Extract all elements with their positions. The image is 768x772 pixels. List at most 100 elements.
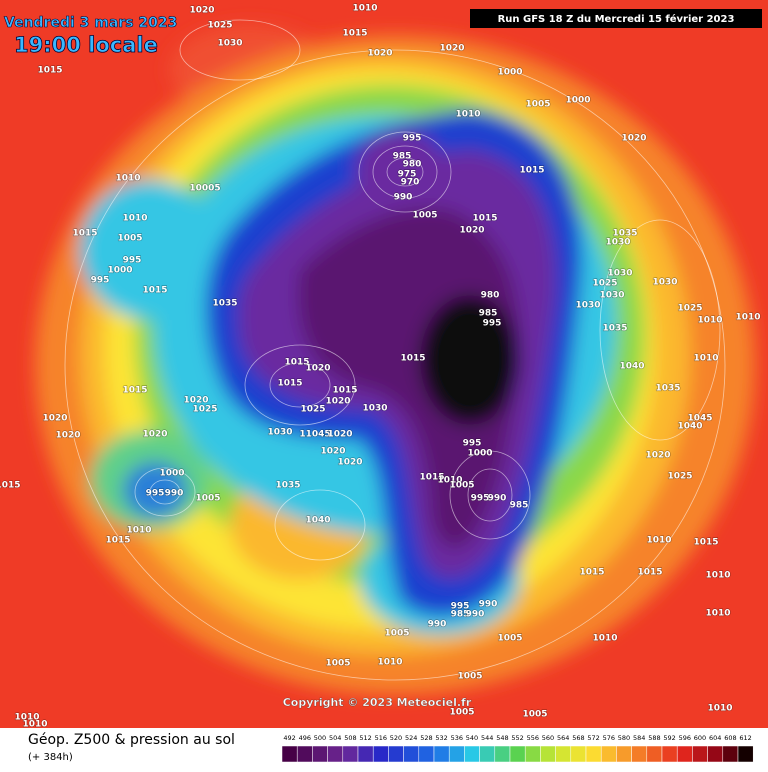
pressure-label: 1015	[400, 354, 425, 364]
pressure-label: 1010	[115, 174, 140, 184]
pressure-label: 1020	[189, 6, 214, 16]
colorbar-cell	[464, 745, 480, 763]
pressure-label: 1015	[637, 568, 662, 578]
pressure-label: 1035	[602, 324, 627, 334]
colorbar-cell	[479, 745, 496, 763]
pressure-label: 995	[123, 256, 142, 266]
pressure-label: 1010	[697, 316, 722, 326]
pressure-label: 1030	[575, 301, 600, 311]
valid-time: 19:00 locale	[14, 33, 158, 57]
pressure-label: 1010	[735, 313, 760, 323]
pressure-label: 1000	[107, 266, 132, 276]
pressure-label: 980	[403, 160, 422, 170]
colorbar-label: 572	[587, 734, 599, 742]
colorbar-label: 544	[481, 734, 493, 742]
colorbar-label: 588	[648, 734, 660, 742]
pressure-label: 1010	[455, 110, 480, 120]
pressure-label: 1010	[707, 704, 732, 714]
pressure-label: 990	[165, 489, 184, 499]
colorbar-cell	[722, 745, 739, 763]
colorbar-cell	[540, 745, 556, 763]
pressure-label: 990	[466, 610, 485, 620]
pressure-label: 995	[91, 276, 110, 286]
pressure-label: 1025	[592, 279, 617, 289]
colorbar-label: 496	[299, 734, 311, 742]
colorbar-label: 552	[511, 734, 523, 742]
colorbar-label: 596	[679, 734, 691, 742]
pressure-label: 1045	[687, 414, 712, 424]
pressure-label: 995	[471, 494, 490, 504]
pressure-label: 1010	[646, 536, 671, 546]
pressure-label: 995	[483, 319, 502, 329]
pressure-label: 1010	[705, 609, 730, 619]
pressure-label: 1020	[55, 431, 80, 441]
pressure-label: 1005	[525, 100, 550, 110]
pressure-label: 1030	[652, 278, 677, 288]
pressure-label: 1030	[362, 404, 387, 414]
pressure-label: 1015	[579, 568, 604, 578]
pressure-label: 1020	[459, 226, 484, 236]
pressure-label: 1015	[37, 66, 62, 76]
pressure-label: 1020	[142, 430, 167, 440]
pressure-label: 1025	[207, 21, 232, 31]
colorbar-label: 576	[603, 734, 615, 742]
pressure-label: 1025	[667, 472, 692, 482]
pressure-label: 1010	[437, 476, 462, 486]
pressure-label: 1035	[655, 384, 680, 394]
colorbar-cell	[661, 745, 678, 763]
pressure-label: 1030	[605, 238, 630, 248]
colorbar-cell	[494, 745, 511, 763]
colorbar-cell	[372, 745, 389, 763]
pressure-label: 1005	[457, 672, 482, 682]
pressure-label: 1010	[693, 354, 718, 364]
colorbar-label: 600	[694, 734, 706, 742]
colorbar-cell	[616, 745, 632, 763]
colorbar-label: 592	[663, 734, 675, 742]
pressure-label: 10005	[189, 184, 220, 194]
pressure-label: 1020	[327, 430, 352, 440]
pressure-label: 1005	[325, 659, 350, 669]
pressure-label: 1015	[0, 481, 21, 491]
colorbar-label: 564	[557, 734, 569, 742]
colorbar-cell	[676, 745, 693, 763]
colorbar-cell	[281, 745, 298, 763]
pressure-label: 1020	[439, 44, 464, 54]
colorbar-label: 508	[344, 734, 356, 742]
pressure-label: 995	[463, 439, 482, 449]
pressure-label: 1030	[217, 39, 242, 49]
pressure-label: 1000	[565, 96, 590, 106]
pressure-label: 1010	[126, 526, 151, 536]
colorbar-label: 492	[283, 734, 295, 742]
colorbar-label: 580	[618, 734, 630, 742]
colorbar-cell	[524, 745, 541, 763]
pressure-label: 990	[479, 600, 498, 610]
pressure-label: 1020	[305, 364, 330, 374]
pressure-label: 1015	[277, 379, 302, 389]
pressure-label: 1030	[267, 428, 292, 438]
pressure-label: 1035	[275, 481, 300, 491]
copyright: Copyright © 2023 Meteociel.fr	[283, 696, 472, 709]
lead-time: (+ 384h)	[28, 752, 73, 763]
pressure-label: 990	[488, 494, 507, 504]
colorbar-label: 556	[527, 734, 539, 742]
colorbar-label: 504	[329, 734, 341, 742]
colorbar-label: 548	[496, 734, 508, 742]
pressure-label: 1005	[117, 234, 142, 244]
colorbar-cell	[296, 745, 313, 763]
colorbar-cell	[737, 745, 754, 763]
colorbar-label: 528	[420, 734, 432, 742]
colorbar-cell	[585, 745, 602, 763]
pressure-label: 1015	[284, 358, 309, 368]
colorbar-label: 584	[633, 734, 645, 742]
pressure-label: 1015	[105, 536, 130, 546]
pressure-label: 1005	[449, 481, 474, 491]
pressure-label: 1005	[522, 710, 547, 720]
pressure-label: 1010	[22, 720, 47, 730]
colorbar-label: 568	[572, 734, 584, 742]
pressure-label: 1005	[497, 634, 522, 644]
isobars	[64, 19, 726, 681]
colorbar-cell	[692, 745, 708, 763]
pressure-label: 1005	[195, 494, 220, 504]
pressure-label: 1015	[72, 229, 97, 239]
